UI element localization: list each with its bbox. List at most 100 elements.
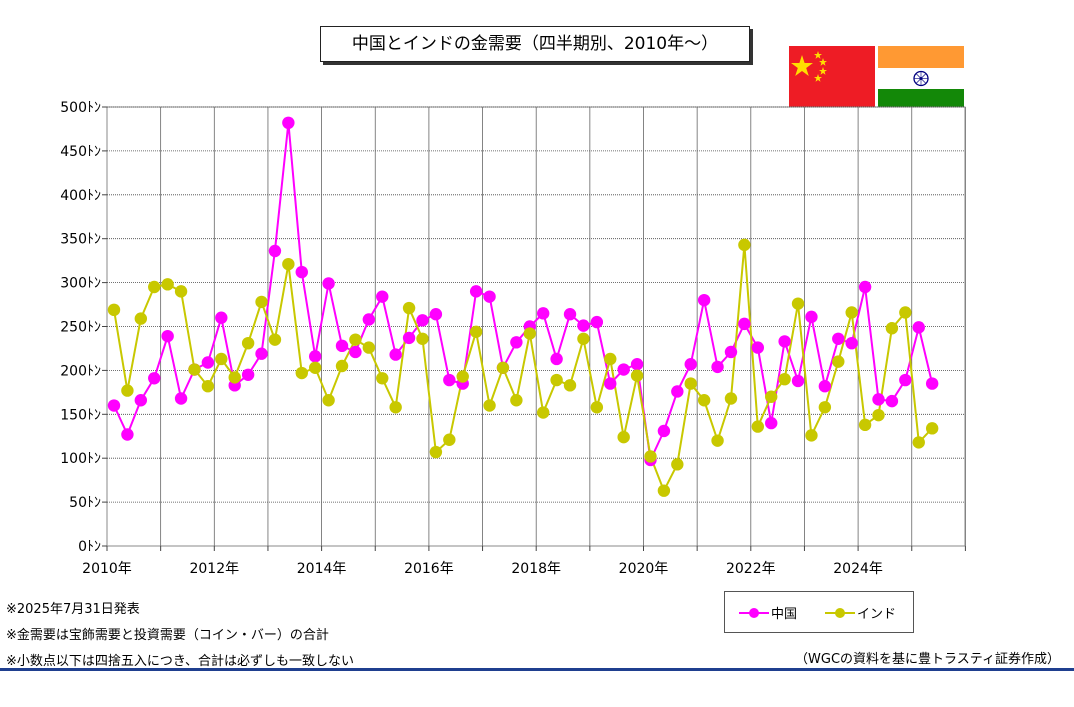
data-point-china xyxy=(389,348,402,361)
data-point-india xyxy=(335,359,349,373)
gold-demand-line-chart: 0ﾄﾝ 50ﾄﾝ 100ﾄﾝ 150ﾄﾝ 200ﾄﾝ 250ﾄﾝ 300ﾄﾝ 350ﾄﾝ 400… xyxy=(60,100,966,577)
data-point-india xyxy=(362,341,376,354)
data-point-india xyxy=(724,392,738,405)
data-point-china xyxy=(161,329,174,343)
data-point-india xyxy=(215,352,228,366)
data-point-india xyxy=(308,361,322,374)
y-tick-label: 400ﾄﾝ xyxy=(60,188,101,204)
data-point-india xyxy=(617,430,630,444)
data-point-china xyxy=(845,336,858,350)
data-point-india xyxy=(711,434,724,447)
china-flag-icon xyxy=(789,46,875,110)
data-point-china xyxy=(241,368,255,381)
x-tick-label: 2010年 xyxy=(82,561,132,577)
data-point-india xyxy=(322,394,335,407)
y-tick-label: 300ﾄﾝ xyxy=(60,276,101,292)
data-point-china xyxy=(805,310,818,324)
data-point-india xyxy=(738,238,751,252)
y-tick-label: 150ﾄﾝ xyxy=(60,407,101,423)
data-point-china xyxy=(899,373,912,387)
legend-marker-china xyxy=(739,607,769,618)
note-release-date: ※2025年7月31日発表 xyxy=(6,602,140,617)
x-tick-label: 2020年 xyxy=(619,561,669,577)
x-tick-label: 2018年 xyxy=(511,561,561,577)
data-point-india xyxy=(295,366,308,380)
y-tick-label: 450ﾄﾝ xyxy=(60,144,101,160)
data-point-india xyxy=(161,278,174,291)
data-point-china xyxy=(858,280,872,294)
data-point-china xyxy=(376,290,389,303)
data-point-india xyxy=(644,450,657,463)
data-point-india xyxy=(456,370,469,383)
data-point-china xyxy=(174,392,188,405)
data-point-china xyxy=(308,350,322,363)
data-point-india xyxy=(241,336,255,350)
x-tick-label: 2014年 xyxy=(297,561,347,577)
data-point-india xyxy=(389,401,402,414)
note-rounding: ※小数点以下は四捨五入につき、合計は必ずしも一致しない xyxy=(6,654,354,669)
data-point-india xyxy=(510,394,523,407)
data-point-china xyxy=(550,352,563,366)
data-point-india xyxy=(805,429,818,442)
y-tick-label: 250ﾄﾝ xyxy=(60,320,101,336)
legend-label-china: 中国 xyxy=(771,607,798,622)
data-point-china xyxy=(872,393,885,406)
data-point-china xyxy=(604,377,617,390)
data-point-china xyxy=(912,321,925,334)
legend-item-china: 中国 xyxy=(739,603,797,622)
data-point-india xyxy=(376,372,389,385)
data-point-china xyxy=(563,308,577,321)
data-point-india xyxy=(604,352,617,366)
legend-marker-india xyxy=(825,607,855,618)
data-point-china xyxy=(778,335,791,348)
data-point-india xyxy=(483,399,496,412)
data-point-india xyxy=(899,306,912,319)
data-point-india xyxy=(671,458,684,471)
data-point-india xyxy=(751,420,764,433)
data-point-china xyxy=(121,428,134,441)
data-point-china xyxy=(711,360,724,374)
data-point-india xyxy=(282,257,295,271)
bottom-divider xyxy=(0,668,1074,671)
chart-legend: 中国 インド xyxy=(724,591,914,633)
data-point-china xyxy=(617,363,630,376)
data-point-india xyxy=(697,394,711,407)
y-tick-label: 200ﾄﾝ xyxy=(60,363,101,379)
data-point-india xyxy=(174,285,188,298)
data-point-china xyxy=(885,394,899,408)
note-definition: ※金需要は宝飾需要と投資需要（コイン・バー）の合計 xyxy=(6,628,329,643)
data-point-india xyxy=(563,379,577,392)
data-point-china xyxy=(469,285,483,298)
data-point-india xyxy=(912,436,925,449)
data-point-india xyxy=(684,377,697,390)
data-point-china xyxy=(751,341,764,354)
data-point-china xyxy=(255,347,268,360)
data-point-china xyxy=(577,319,590,332)
data-point-india xyxy=(188,363,201,376)
data-point-india xyxy=(537,406,550,419)
data-point-india xyxy=(268,333,282,346)
data-point-china xyxy=(416,314,429,327)
data-point-china xyxy=(925,377,939,390)
india-flag-icon xyxy=(878,46,964,110)
data-point-india xyxy=(228,371,241,384)
data-point-china xyxy=(322,277,335,290)
data-point-china xyxy=(818,380,832,393)
data-point-china xyxy=(107,399,121,412)
data-point-india xyxy=(778,372,791,386)
data-point-india xyxy=(443,433,456,446)
data-point-india xyxy=(121,384,134,397)
data-point-india xyxy=(416,332,429,345)
data-point-india xyxy=(523,327,536,340)
data-point-india xyxy=(818,401,832,414)
data-point-china xyxy=(657,424,671,438)
data-point-india xyxy=(765,390,778,403)
data-point-china xyxy=(765,416,778,430)
data-point-india xyxy=(496,361,510,374)
data-point-china xyxy=(590,315,604,329)
data-point-china xyxy=(832,332,845,345)
data-point-india xyxy=(349,333,362,346)
y-tick-label: 50ﾄﾝ xyxy=(69,495,101,511)
data-point-india xyxy=(832,355,845,368)
data-point-china xyxy=(429,308,443,321)
